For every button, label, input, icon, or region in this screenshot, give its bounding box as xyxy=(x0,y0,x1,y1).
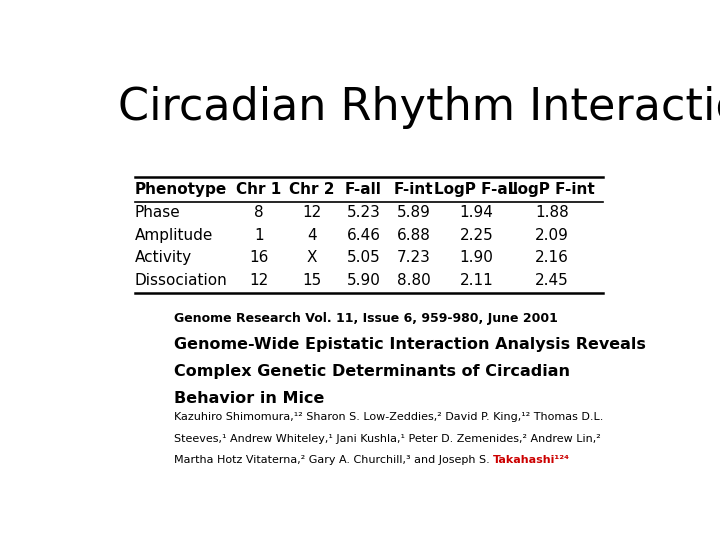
Text: 12: 12 xyxy=(249,273,269,288)
Text: Steeves,¹ Andrew Whiteley,¹ Jani Kushla,¹ Peter D. Zemenides,² Andrew Lin,²: Steeves,¹ Andrew Whiteley,¹ Jani Kushla,… xyxy=(174,434,600,444)
Text: Chr 1: Chr 1 xyxy=(236,182,282,197)
Text: 6.46: 6.46 xyxy=(346,228,380,243)
Text: Genome Research Vol. 11, Issue 6, 959-980, June 2001: Genome Research Vol. 11, Issue 6, 959-98… xyxy=(174,312,557,325)
Text: 4: 4 xyxy=(307,228,317,243)
Text: 16: 16 xyxy=(249,250,269,265)
Text: 1.90: 1.90 xyxy=(459,250,493,265)
Text: 5.23: 5.23 xyxy=(346,205,380,220)
Text: 1: 1 xyxy=(254,228,264,243)
Text: F-int: F-int xyxy=(394,182,433,197)
Text: Kazuhiro Shimomura,¹² Sharon S. Low-Zeddies,² David P. King,¹² Thomas D.L.: Kazuhiro Shimomura,¹² Sharon S. Low-Zedd… xyxy=(174,412,603,422)
Text: Complex Genetic Determinants of Circadian: Complex Genetic Determinants of Circadia… xyxy=(174,364,570,379)
Text: Phase: Phase xyxy=(135,205,181,220)
Text: Behavior in Mice: Behavior in Mice xyxy=(174,391,324,406)
Text: 2.45: 2.45 xyxy=(535,273,569,288)
Text: Chr 2: Chr 2 xyxy=(289,182,335,197)
Text: 7.23: 7.23 xyxy=(397,250,431,265)
Text: 6.88: 6.88 xyxy=(397,228,431,243)
Text: Activity: Activity xyxy=(135,250,192,265)
Text: LogP F-all: LogP F-all xyxy=(434,182,518,197)
Text: F-all: F-all xyxy=(345,182,382,197)
Text: 2.25: 2.25 xyxy=(459,228,493,243)
Text: 2.16: 2.16 xyxy=(535,250,569,265)
Text: 5.05: 5.05 xyxy=(346,250,380,265)
Text: 8.80: 8.80 xyxy=(397,273,431,288)
Text: 5.89: 5.89 xyxy=(397,205,431,220)
Text: Martha Hotz Vitaterna,² Gary A. Churchill,³ and Joseph S.: Martha Hotz Vitaterna,² Gary A. Churchil… xyxy=(174,455,493,465)
Text: Dissociation: Dissociation xyxy=(135,273,228,288)
Text: 2.11: 2.11 xyxy=(459,273,493,288)
Text: Takahashi¹²⁴: Takahashi¹²⁴ xyxy=(493,455,570,465)
Text: 15: 15 xyxy=(302,273,321,288)
Text: 8: 8 xyxy=(254,205,264,220)
Text: 5.90: 5.90 xyxy=(346,273,380,288)
Text: 12: 12 xyxy=(302,205,321,220)
Text: 1.88: 1.88 xyxy=(535,205,569,220)
Text: Amplitude: Amplitude xyxy=(135,228,213,243)
Text: Phenotype: Phenotype xyxy=(135,182,227,197)
Text: Circadian Rhythm Interaction QTL: Circadian Rhythm Interaction QTL xyxy=(118,85,720,129)
Text: Genome-Wide Epistatic Interaction Analysis Reveals: Genome-Wide Epistatic Interaction Analys… xyxy=(174,337,646,352)
Text: 2.09: 2.09 xyxy=(535,228,569,243)
Text: X: X xyxy=(307,250,317,265)
Text: LogP F-int: LogP F-int xyxy=(508,182,595,197)
Text: 1.94: 1.94 xyxy=(459,205,493,220)
